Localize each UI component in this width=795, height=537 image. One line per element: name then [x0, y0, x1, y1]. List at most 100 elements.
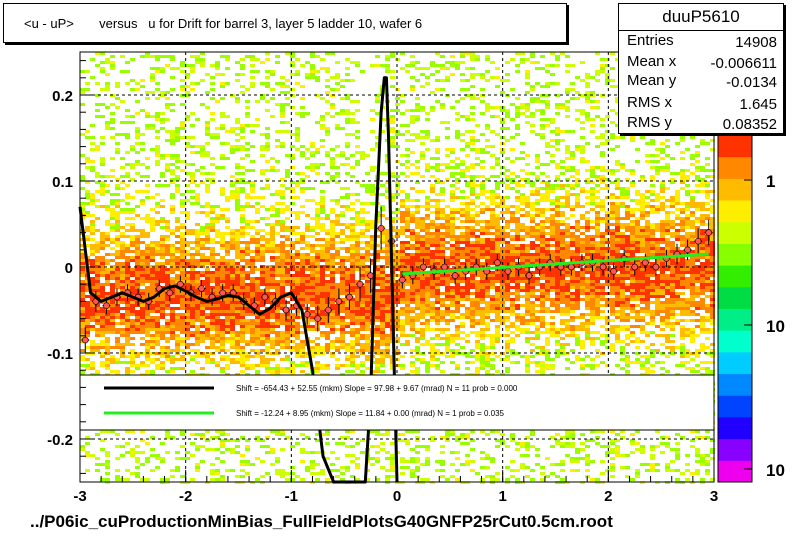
heatmap-cell [405, 301, 410, 304]
heatmap-cell [105, 268, 110, 271]
heatmap-cell [355, 121, 360, 124]
heatmap-cell [270, 166, 275, 169]
heatmap-cell [245, 247, 250, 250]
heatmap-cell [375, 253, 380, 256]
heatmap-cell [365, 190, 370, 193]
heatmap-cell [225, 196, 230, 199]
heatmap-cell [100, 256, 105, 259]
heatmap-cell [285, 121, 290, 124]
heatmap-cell [305, 295, 310, 298]
heatmap-cell [80, 316, 85, 319]
heatmap-cell [90, 124, 95, 127]
heatmap-cell [370, 118, 375, 121]
heatmap-cell [185, 229, 190, 232]
heatmap-cell [220, 280, 225, 283]
heatmap-cell [240, 331, 245, 334]
heatmap-cell [145, 175, 150, 178]
heatmap-cell [130, 307, 135, 310]
heatmap-cell [400, 439, 405, 442]
heatmap-cell [325, 349, 330, 352]
heatmap-cell [110, 346, 115, 349]
heatmap-cell [270, 310, 275, 313]
heatmap-cell [255, 286, 260, 289]
heatmap-cell [175, 157, 180, 160]
heatmap-cell [170, 253, 175, 256]
heatmap-cell [225, 157, 230, 160]
heatmap-cell [240, 334, 245, 337]
heatmap-cell [130, 178, 135, 181]
heatmap-cell [180, 253, 185, 256]
heatmap-cell [90, 343, 95, 346]
heatmap-cell [270, 232, 275, 235]
heatmap-cell [140, 232, 145, 235]
heatmap-cell [440, 223, 445, 226]
heatmap-cell [305, 262, 310, 265]
heatmap-cell [175, 256, 180, 259]
heatmap-cell [430, 307, 435, 310]
heatmap-cell [205, 214, 210, 217]
heatmap-cell [445, 262, 450, 265]
heatmap-cell [435, 244, 440, 247]
heatmap-cell [230, 298, 235, 301]
heatmap-cell [295, 331, 300, 334]
heatmap-cell [145, 253, 150, 256]
heatmap-cell [385, 334, 390, 337]
heatmap-cell [405, 175, 410, 178]
heatmap-cell [205, 229, 210, 232]
heatmap-cell [85, 202, 90, 205]
heatmap-cell [330, 322, 335, 325]
heatmap-cell [185, 328, 190, 331]
heatmap-cell [450, 349, 455, 352]
heatmap-cell [105, 337, 110, 340]
heatmap-cell [175, 184, 180, 187]
heatmap-cell [445, 229, 450, 232]
heatmap-cell [350, 319, 355, 322]
heatmap-cell [375, 433, 380, 436]
heatmap-cell [255, 280, 260, 283]
heatmap-cell [85, 334, 90, 337]
heatmap-cell [310, 166, 315, 169]
heatmap-cell [160, 271, 165, 274]
heatmap-cell [380, 322, 385, 325]
heatmap-cell [160, 457, 165, 460]
heatmap-cell [375, 271, 380, 274]
heatmap-cell [355, 163, 360, 166]
heatmap-cell [185, 115, 190, 118]
heatmap-cell [415, 160, 420, 163]
heatmap-cell [120, 445, 125, 448]
heatmap-cell [415, 247, 420, 250]
heatmap-cell [110, 274, 115, 277]
heatmap-cell [425, 457, 430, 460]
heatmap-cell [140, 451, 145, 454]
heatmap-cell [190, 277, 195, 280]
heatmap-cell [110, 211, 115, 214]
heatmap-cell [410, 55, 415, 58]
heatmap-cell [420, 331, 425, 334]
heatmap-cell [310, 256, 315, 259]
heatmap-cell [215, 478, 220, 481]
heatmap-cell [450, 301, 455, 304]
heatmap-cell [115, 322, 120, 325]
heatmap-cell [425, 322, 430, 325]
heatmap-cell [445, 349, 450, 352]
heatmap-cell [125, 301, 130, 304]
heatmap-cell [285, 253, 290, 256]
heatmap-cell [430, 175, 435, 178]
heatmap-cell [265, 85, 270, 88]
heatmap-cell [415, 256, 420, 259]
heatmap-cell [360, 295, 365, 298]
heatmap-cell [170, 268, 175, 271]
heatmap-cell [385, 241, 390, 244]
heatmap-cell [320, 301, 325, 304]
heatmap-cell [370, 238, 375, 241]
heatmap-cell [110, 322, 115, 325]
heatmap-cell [240, 322, 245, 325]
heatmap-cell [375, 289, 380, 292]
heatmap-cell [345, 187, 350, 190]
heatmap-cell [245, 322, 250, 325]
heatmap-cell [445, 340, 450, 343]
heatmap-cell [350, 112, 355, 115]
heatmap-cell [105, 343, 110, 346]
heatmap-cell [325, 325, 330, 328]
heatmap-cell [325, 229, 330, 232]
